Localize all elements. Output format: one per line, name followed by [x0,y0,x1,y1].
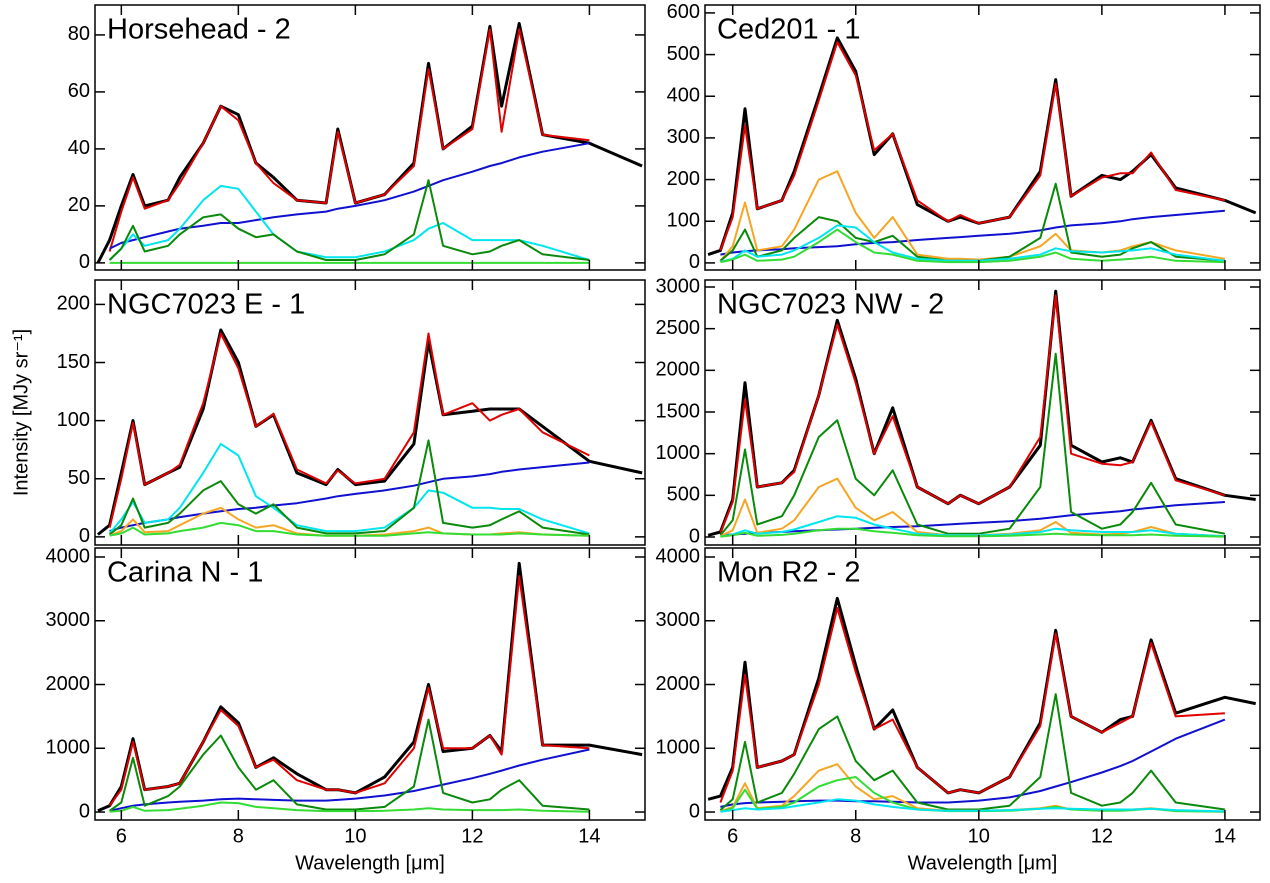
x-tick-label: 6 [116,825,127,847]
x-tick-label: 12 [1091,825,1113,847]
y-tick-label: 300 [667,126,700,148]
spectrum-line [720,224,1226,263]
spectrum-line [719,693,1226,811]
panel-frame [94,547,646,821]
y-tick-label: 2500 [656,317,701,339]
spectrum-line [109,748,590,812]
y-tick-label: 200 [667,168,700,190]
x-axis-title: Wavelength [μm] [295,852,445,874]
spectrum-line [720,228,1225,264]
x-tick-label: 10 [968,825,990,847]
spectrum-line [109,801,590,813]
y-tick-label: 4000 [46,545,91,567]
spectrum-line [719,607,1225,803]
spectrum-line [109,461,590,533]
spectrum-line [108,184,590,261]
y-tick-label: 1000 [656,442,701,464]
spectrum-line [720,798,1225,813]
spectrum-line [109,521,590,537]
x-axis-title: Wavelength [μm] [908,852,1058,874]
y-tick-label: 600 [667,1,700,23]
x-tick-label: 6 [727,825,738,847]
spectrum-line [707,289,1256,537]
spectrum-line [108,439,590,536]
panel-title: Ced201 - 1 [717,14,861,46]
y-tick-label: 40 [68,137,90,159]
spectrum-line [109,142,590,250]
spectrum-line [97,561,643,813]
x-tick-label: 8 [850,825,861,847]
panel-title: Mon R2 - 2 [717,557,860,589]
y-tick-label: 60 [68,80,90,102]
panel-title: Horsehead - 2 [107,14,291,46]
y-tick-label: 3000 [656,609,701,631]
y-tick-label: 0 [689,525,700,547]
y-tick-label: 100 [667,210,700,232]
y-tick-label: 0 [689,800,700,822]
y-tick-label: 20 [68,194,90,216]
spectrum-line [720,718,1226,808]
y-tick-label: 150 [57,351,90,373]
y-tick-label: 3000 [46,609,91,631]
y-tick-label: 0 [79,251,90,273]
x-tick-label: 10 [344,825,366,847]
panel-frame [704,547,1261,821]
y-tick-label: 50 [68,467,90,489]
y-tick-label: 1000 [656,737,701,759]
spectrum-line [108,28,590,252]
spectrum-line [108,179,590,261]
x-tick-label: 14 [578,825,600,847]
spectrum-line [719,352,1226,536]
y-tick-label: 2000 [46,673,91,695]
spectrum-line [707,596,1257,801]
spectrum-line [96,328,643,536]
y-tick-label: 0 [689,251,700,273]
y-tick-label: 80 [68,23,90,45]
x-tick-label: 12 [461,825,483,847]
panel-title: Carina N - 1 [107,557,263,589]
x-tick-label: 8 [233,825,244,847]
spectrum-line [96,22,643,264]
y-tick-label: 100 [57,409,90,431]
panel-frame [94,279,646,546]
y-axis-title: Intensity [MJy sr⁻¹] [10,329,32,496]
y-tick-label: 2000 [656,359,701,381]
y-tick-label: 3000 [656,275,701,297]
y-tick-label: 500 [667,43,700,65]
y-tick-label: 4000 [656,545,701,567]
panel-title: NGC7023 NW - 2 [717,289,944,321]
y-tick-label: 400 [667,85,700,107]
x-tick-label: 14 [1214,825,1236,847]
spectrum-line [719,294,1226,534]
panel-title: NGC7023 E - 1 [107,289,305,321]
y-tick-label: 0 [79,800,90,822]
y-tick-label: 1000 [46,737,91,759]
y-tick-label: 1500 [656,400,701,422]
spectrum-line [108,332,590,528]
y-tick-label: 500 [667,484,700,506]
spectrum-line [109,718,590,812]
spectrum-line [719,41,1226,251]
spectrum-line [108,575,590,807]
y-tick-label: 0 [79,525,90,547]
spectrum-line [108,442,590,535]
y-tick-label: 200 [57,293,90,315]
spectrum-line [720,527,1225,538]
panel-frame [94,4,646,271]
y-tick-label: 2000 [656,673,701,695]
